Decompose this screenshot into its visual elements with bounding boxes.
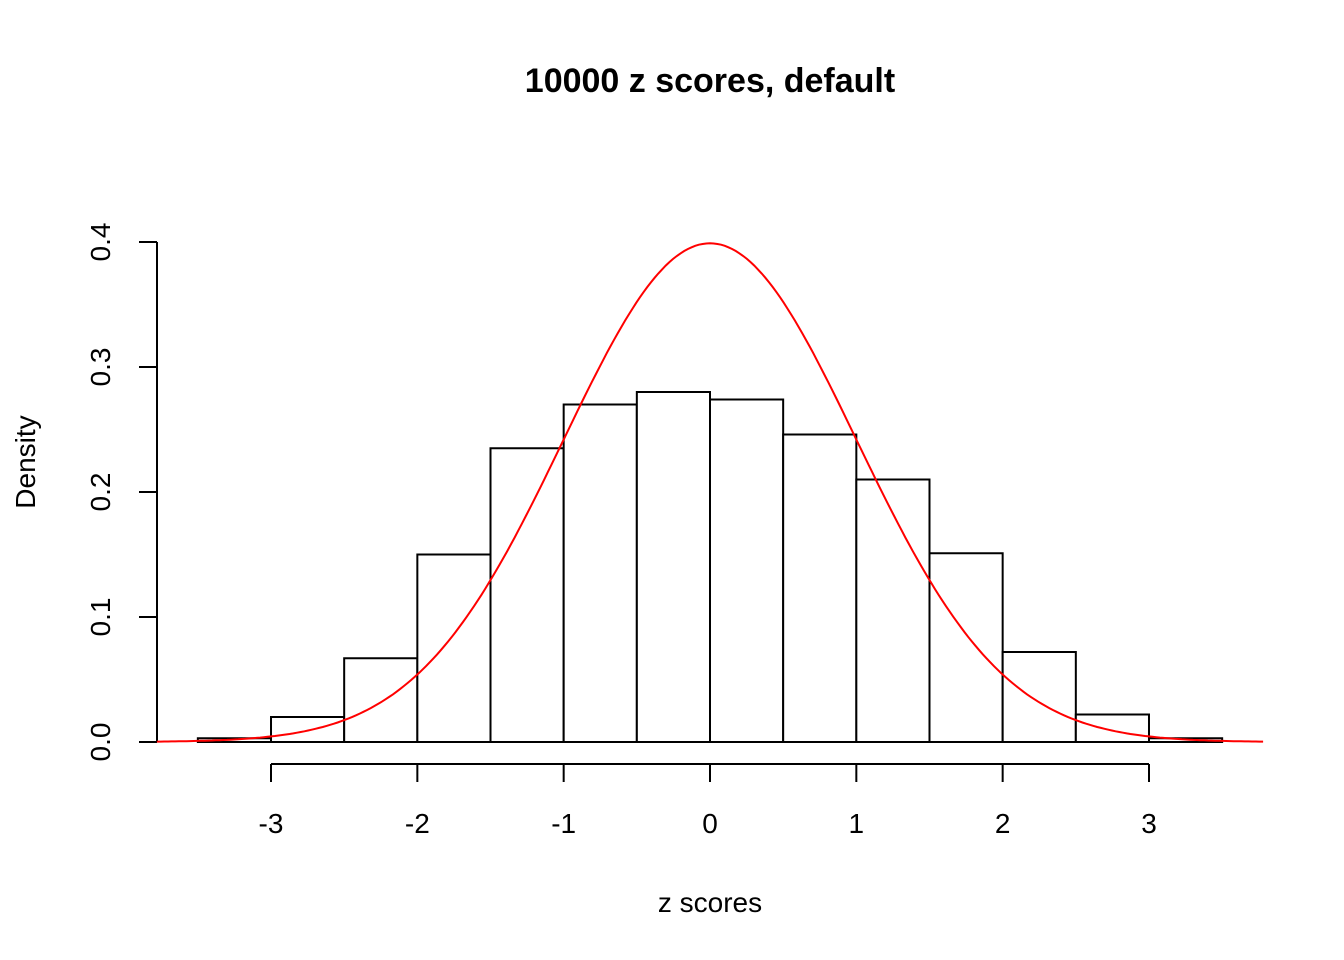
x-tick-label: 0 (702, 808, 718, 839)
x-tick-label: -1 (551, 808, 576, 839)
histogram-bar (489, 447, 565, 743)
x-tick-label: -3 (259, 808, 284, 839)
chart-title: 10000 z scores, default (525, 62, 895, 100)
y-tick-label: 0.4 (85, 223, 116, 262)
histogram-bar (855, 478, 931, 743)
x-axis-label: z scores (658, 887, 762, 918)
x-tick-label: 2 (995, 808, 1011, 839)
x-tick-label: -2 (405, 808, 430, 839)
histogram-bar (562, 403, 638, 743)
x-tick-label: 1 (849, 808, 865, 839)
x-tick-label: 3 (1141, 808, 1157, 839)
histogram-bar (928, 552, 1004, 743)
histogram-bar (343, 657, 419, 743)
y-tick-label: 0.0 (85, 723, 116, 762)
histogram-bar (1074, 713, 1150, 743)
histogram-bar (782, 433, 858, 743)
histogram-bar (709, 398, 785, 743)
histogram-bar (270, 716, 346, 743)
y-tick-label: 0.1 (85, 598, 116, 637)
histogram-bar (635, 391, 712, 743)
y-tick-label: 0.2 (85, 473, 116, 512)
normal-density-curve (156, 242, 1264, 743)
histogram-bar (1001, 651, 1077, 743)
histogram-bar (416, 553, 492, 743)
y-tick-label: 0.3 (85, 348, 116, 387)
y-axis-label: Density (10, 415, 41, 508)
